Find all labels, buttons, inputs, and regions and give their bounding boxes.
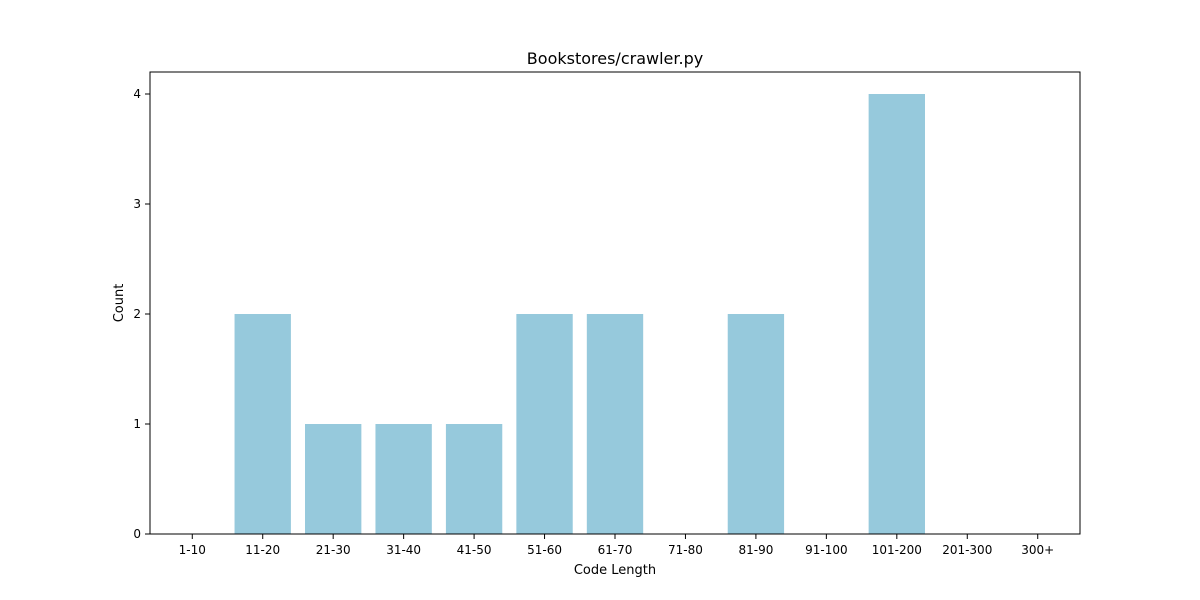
x-tick-label: 61-70 [598,543,633,557]
y-tick-label: 3 [133,197,141,211]
y-tick-label: 2 [133,307,141,321]
x-tick-label: 41-50 [457,543,492,557]
x-tick-label: 21-30 [316,543,351,557]
bar-11-20 [234,314,291,534]
y-tick-label: 1 [133,417,141,431]
x-tick-label: 201-300 [942,543,992,557]
x-tick-label: 300+ [1021,543,1054,557]
x-axis-label: Code Length [574,563,656,578]
bar-31-40 [375,424,432,534]
x-tick-label: 51-60 [527,543,562,557]
x-tick-label: 71-80 [668,543,703,557]
x-axis-ticks: 1-10 11-20 21-30 31-40 41-50 51-60 61-70 71-80 8… [179,534,1054,557]
bars-group [234,94,925,534]
x-tick-label: 11-20 [245,543,280,557]
x-tick-label: 101-200 [872,543,922,557]
y-axis-ticks: 0 1 2 3 4 [133,87,150,541]
y-axis-label: Count [112,284,127,323]
bar-41-50 [445,424,503,534]
x-tick-label: 1-10 [179,543,206,557]
bar-101-200 [868,94,925,534]
bar-51-60 [516,314,573,534]
bar-61-70 [586,314,644,534]
bar-21-30 [305,424,362,534]
y-tick-label: 4 [133,87,141,101]
bar-81-90 [727,314,785,534]
x-tick-label: 81-90 [738,543,773,557]
x-tick-label: 31-40 [386,543,421,557]
chart-title: Bookstores/crawler.py [527,49,703,68]
y-tick-label: 0 [133,527,141,541]
x-tick-label: 91-100 [805,543,848,557]
